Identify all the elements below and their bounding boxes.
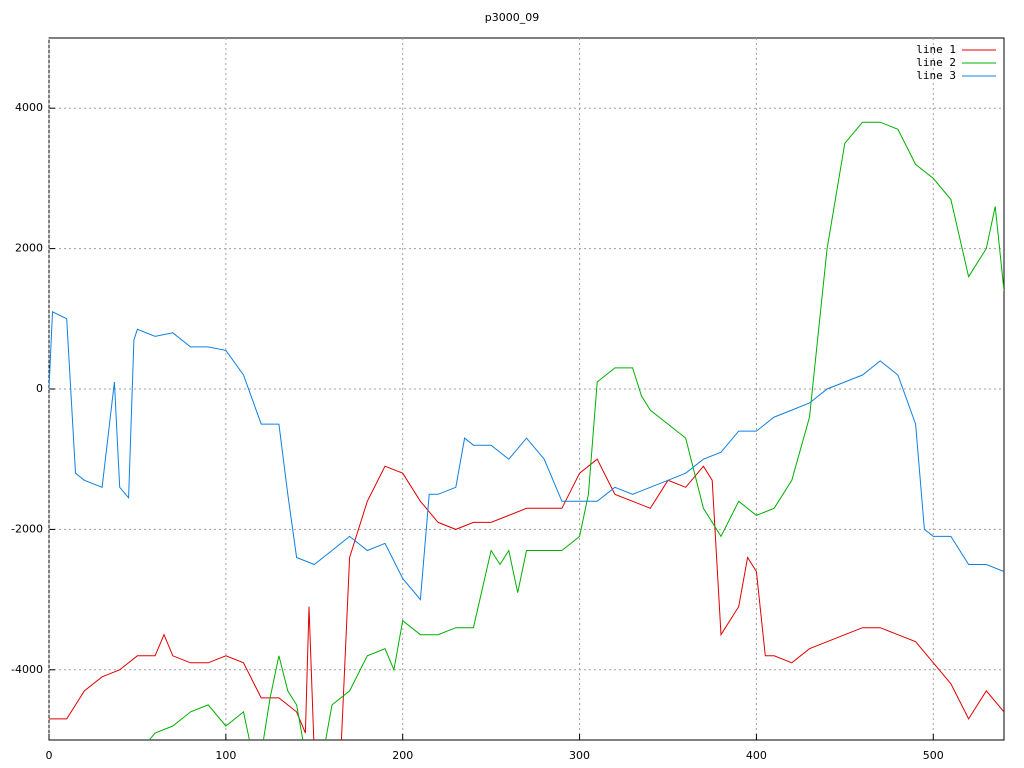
grid: -4000 -2000 0 2000 4000 0 100 200 300 400 500 xyxy=(11,38,1004,762)
legend-label: line 1 xyxy=(916,43,956,56)
data-line xyxy=(148,121,1004,740)
legend-label: line 2 xyxy=(916,56,956,69)
y-tick-label: -2000 xyxy=(11,522,43,535)
y-tick-label: 0 xyxy=(36,382,43,395)
plot-area xyxy=(49,121,1004,740)
x-tick-label: 300 xyxy=(569,749,590,762)
y-tick-label: 2000 xyxy=(15,242,43,255)
data-line xyxy=(49,311,1004,601)
x-tick-label: 100 xyxy=(215,749,236,762)
y-tick-label: 4000 xyxy=(15,101,43,114)
x-tick-label: 500 xyxy=(923,749,944,762)
chart-title: p3000_09 xyxy=(485,11,539,24)
data-line xyxy=(49,458,1004,740)
x-tick-label: 200 xyxy=(392,749,413,762)
x-tick-label: 400 xyxy=(746,749,767,762)
y-tick-label: -4000 xyxy=(11,663,43,676)
x-tick-label: 0 xyxy=(46,749,53,762)
legend-label: line 3 xyxy=(916,69,956,82)
